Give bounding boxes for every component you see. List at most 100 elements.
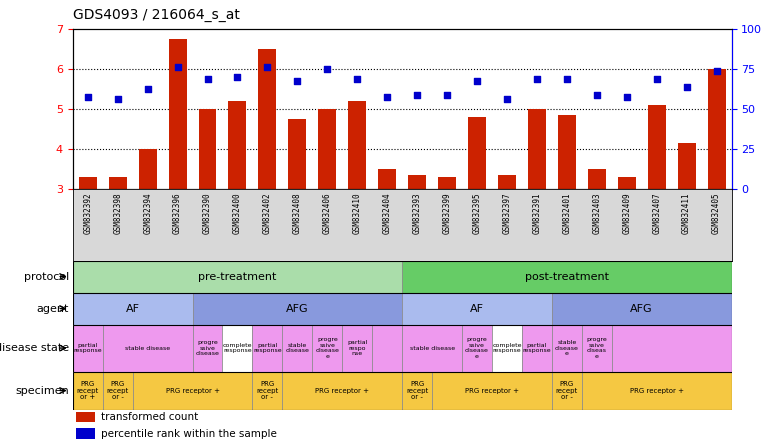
Bar [617,177,636,189]
Text: GSM832408: GSM832408 [293,192,302,234]
Text: stable
disease
e: stable disease e [555,340,579,356]
Point [620,93,633,100]
Bar [283,325,313,372]
Bar [528,109,546,189]
Text: progre
ssive
diseas
e: progre ssive diseas e [587,337,607,359]
Bar [402,372,432,409]
Text: GSM832390: GSM832390 [203,192,212,234]
Bar [402,325,462,372]
Text: post-treatment: post-treatment [525,272,609,281]
Text: pre-treatment: pre-treatment [198,272,277,281]
Bar [378,169,396,189]
Bar [462,325,492,372]
Text: PRG
recept
or -: PRG recept or - [257,381,279,400]
Bar [313,325,342,372]
Bar [76,428,94,439]
Text: GSM832392: GSM832392 [83,192,92,234]
Bar [402,293,552,325]
Bar [288,119,306,189]
Bar [402,261,732,293]
Text: PRG
recept
or -: PRG recept or - [555,381,578,400]
Text: AF: AF [126,304,139,313]
Bar [552,372,582,409]
Bar [678,143,696,189]
Text: PRG receptor +: PRG receptor + [630,388,684,393]
Point [531,75,543,82]
Bar [522,325,552,372]
Bar [258,48,277,189]
Text: disease state: disease state [0,343,69,353]
Bar [582,325,612,372]
Bar [648,104,666,189]
Text: GSM832400: GSM832400 [233,192,242,234]
Text: GSM832410: GSM832410 [352,192,362,234]
Point [172,63,184,70]
Bar [222,325,253,372]
Bar [79,177,97,189]
Bar [372,325,402,372]
Text: stable disease: stable disease [125,345,170,351]
Point [710,67,722,74]
Point [142,85,154,92]
Bar [558,115,576,189]
Text: AFG: AFG [630,304,653,313]
Text: GSM832406: GSM832406 [322,192,332,234]
Bar [192,293,402,325]
Bar [228,100,247,189]
Point [291,77,303,84]
Text: partial
response: partial response [74,343,102,353]
Bar [253,325,283,372]
Text: AFG: AFG [286,304,309,313]
Text: stable
disease: stable disease [286,343,309,353]
Point [231,73,244,80]
Point [321,65,333,72]
Text: complete
response: complete response [493,343,522,353]
Bar [103,325,192,372]
Text: stable disease: stable disease [410,345,455,351]
Text: GSM832409: GSM832409 [622,192,631,234]
Text: GSM832405: GSM832405 [712,192,721,234]
Bar [139,149,156,189]
Bar [73,293,192,325]
Bar [708,68,725,189]
Text: partial
response: partial response [522,343,552,353]
Bar [133,372,253,409]
Text: GSM832402: GSM832402 [263,192,272,234]
Bar [612,325,732,372]
Text: PRG
recept
or -: PRG recept or - [106,381,129,400]
Text: GSM832393: GSM832393 [413,192,421,234]
Text: PRG
recept
or -: PRG recept or - [406,381,428,400]
Text: GSM832399: GSM832399 [443,192,452,234]
Text: agent: agent [37,304,69,313]
Point [441,91,453,98]
Text: GSM832397: GSM832397 [502,192,512,234]
Text: percentile rank within the sample: percentile rank within the sample [101,428,277,439]
Text: GSM832404: GSM832404 [383,192,391,234]
Text: progre
ssive
disease
e: progre ssive disease e [465,337,489,359]
Text: GSM832398: GSM832398 [113,192,123,234]
Bar [492,325,522,372]
Point [591,91,603,98]
Bar [103,372,133,409]
Point [112,95,124,102]
Text: AF: AF [470,304,484,313]
Bar [73,261,402,293]
Bar [588,169,606,189]
Text: specimen: specimen [15,385,69,396]
Bar [342,325,372,372]
Text: transformed count: transformed count [101,412,198,422]
Text: protocol: protocol [24,272,69,281]
Text: partial
respo
nse: partial respo nse [347,340,368,356]
Text: progre
ssive
disease: progre ssive disease [195,340,219,356]
Text: GSM832396: GSM832396 [173,192,182,234]
Bar [109,177,126,189]
Bar [552,325,582,372]
Text: GSM832401: GSM832401 [562,192,571,234]
Point [650,75,663,82]
Text: complete
response: complete response [223,343,252,353]
Point [561,75,573,82]
Point [82,93,94,100]
Bar [408,174,426,189]
Point [201,75,214,82]
Text: PRG receptor +: PRG receptor + [465,388,519,393]
